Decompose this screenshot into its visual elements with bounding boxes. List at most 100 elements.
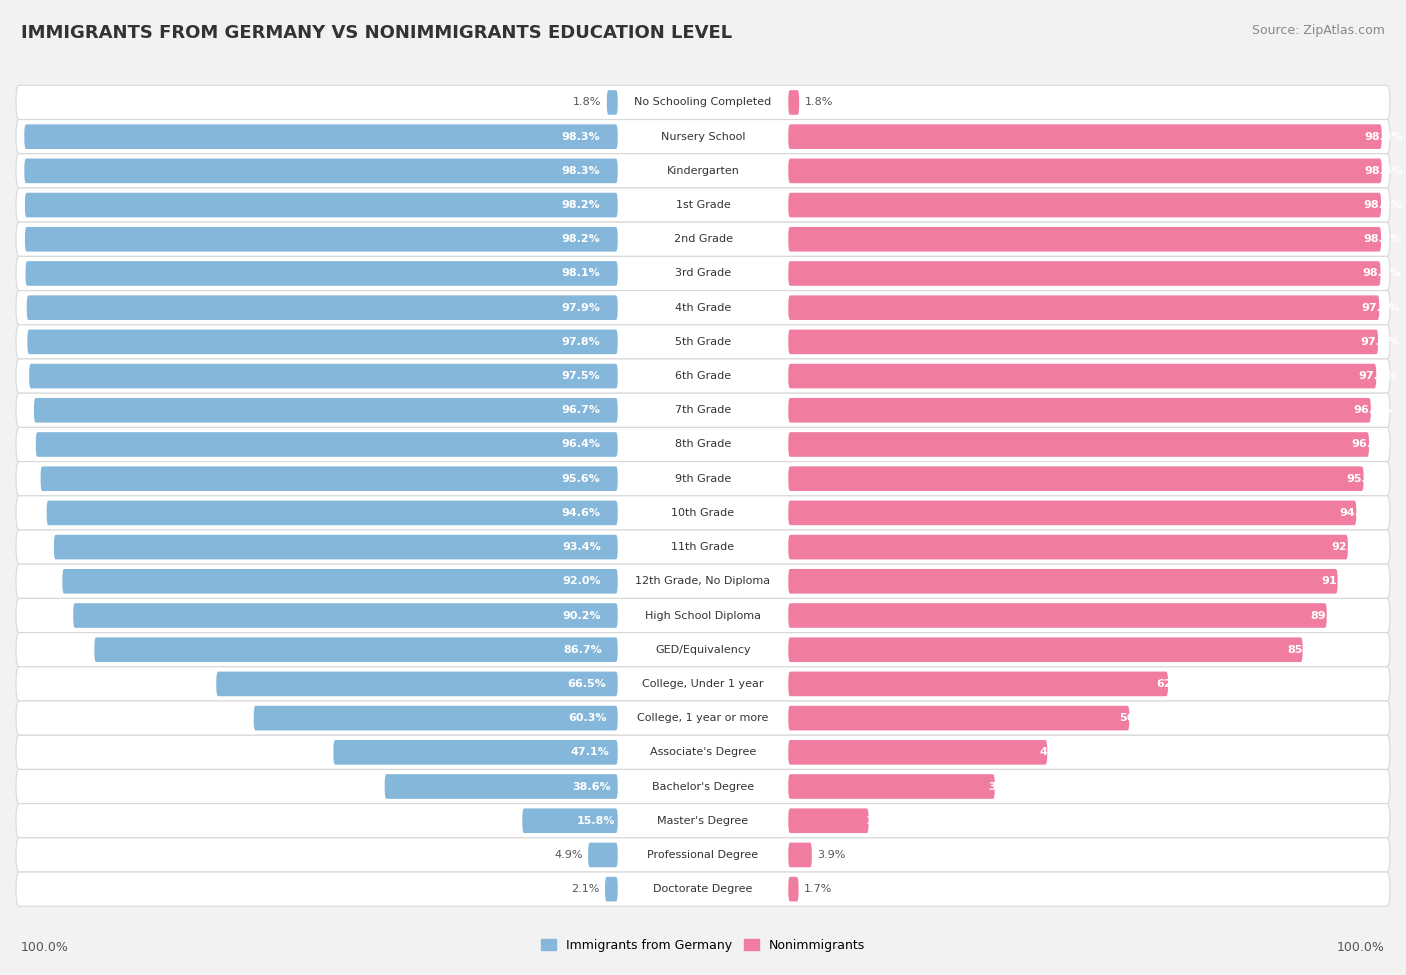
Text: 47.1%: 47.1% bbox=[571, 747, 609, 758]
Legend: Immigrants from Germany, Nonimmigrants: Immigrants from Germany, Nonimmigrants bbox=[536, 934, 870, 956]
Text: 9th Grade: 9th Grade bbox=[675, 474, 731, 484]
Text: 89.2%: 89.2% bbox=[1310, 610, 1350, 620]
Text: 97.8%: 97.8% bbox=[561, 337, 600, 347]
Text: Doctorate Degree: Doctorate Degree bbox=[654, 884, 752, 894]
Text: 98.3%: 98.3% bbox=[561, 166, 600, 175]
Text: 60.3%: 60.3% bbox=[568, 713, 607, 723]
Text: High School Diploma: High School Diploma bbox=[645, 610, 761, 620]
Text: 98.2%: 98.2% bbox=[561, 234, 600, 245]
FancyBboxPatch shape bbox=[15, 769, 1391, 803]
FancyBboxPatch shape bbox=[35, 432, 617, 457]
Text: Associate's Degree: Associate's Degree bbox=[650, 747, 756, 758]
FancyBboxPatch shape bbox=[15, 222, 1391, 256]
Text: 98.2%: 98.2% bbox=[1364, 200, 1402, 210]
FancyBboxPatch shape bbox=[789, 500, 1357, 526]
FancyBboxPatch shape bbox=[27, 295, 617, 320]
FancyBboxPatch shape bbox=[605, 877, 617, 902]
FancyBboxPatch shape bbox=[789, 125, 1382, 149]
FancyBboxPatch shape bbox=[789, 330, 1378, 354]
Text: 98.2%: 98.2% bbox=[1364, 234, 1402, 245]
Text: 97.9%: 97.9% bbox=[561, 302, 600, 313]
FancyBboxPatch shape bbox=[15, 872, 1391, 906]
Text: Professional Degree: Professional Degree bbox=[647, 850, 759, 860]
Text: 98.3%: 98.3% bbox=[561, 132, 600, 141]
Text: IMMIGRANTS FROM GERMANY VS NONIMMIGRANTS EDUCATION LEVEL: IMMIGRANTS FROM GERMANY VS NONIMMIGRANTS… bbox=[21, 24, 733, 42]
Text: 100.0%: 100.0% bbox=[21, 941, 69, 954]
Text: 96.2%: 96.2% bbox=[1351, 440, 1391, 449]
Text: 91.0%: 91.0% bbox=[1322, 576, 1360, 586]
FancyBboxPatch shape bbox=[789, 672, 1168, 696]
Text: 98.1%: 98.1% bbox=[1362, 268, 1402, 279]
FancyBboxPatch shape bbox=[15, 565, 1391, 599]
Text: 4th Grade: 4th Grade bbox=[675, 302, 731, 313]
FancyBboxPatch shape bbox=[53, 534, 617, 560]
Text: 38.6%: 38.6% bbox=[572, 782, 610, 792]
Text: 98.2%: 98.2% bbox=[561, 200, 600, 210]
Text: 94.6%: 94.6% bbox=[561, 508, 600, 518]
FancyBboxPatch shape bbox=[789, 432, 1369, 457]
FancyBboxPatch shape bbox=[15, 633, 1391, 667]
Text: 86.7%: 86.7% bbox=[564, 644, 602, 654]
FancyBboxPatch shape bbox=[15, 291, 1391, 325]
Text: 66.5%: 66.5% bbox=[567, 679, 606, 689]
Text: College, 1 year or more: College, 1 year or more bbox=[637, 713, 769, 723]
FancyBboxPatch shape bbox=[15, 325, 1391, 359]
Text: 96.7%: 96.7% bbox=[561, 406, 600, 415]
Text: 95.6%: 95.6% bbox=[561, 474, 600, 484]
FancyBboxPatch shape bbox=[789, 740, 1047, 764]
Text: 3.9%: 3.9% bbox=[817, 850, 845, 860]
FancyBboxPatch shape bbox=[217, 672, 617, 696]
Text: 5th Grade: 5th Grade bbox=[675, 337, 731, 347]
Text: 62.9%: 62.9% bbox=[1157, 679, 1195, 689]
FancyBboxPatch shape bbox=[789, 227, 1381, 252]
Text: 4.9%: 4.9% bbox=[554, 850, 583, 860]
FancyBboxPatch shape bbox=[15, 735, 1391, 769]
FancyBboxPatch shape bbox=[789, 638, 1302, 662]
Text: 92.0%: 92.0% bbox=[562, 576, 600, 586]
Text: 3rd Grade: 3rd Grade bbox=[675, 268, 731, 279]
FancyBboxPatch shape bbox=[34, 398, 617, 422]
Text: 56.5%: 56.5% bbox=[1119, 713, 1157, 723]
Text: 11th Grade: 11th Grade bbox=[672, 542, 734, 552]
Text: 6th Grade: 6th Grade bbox=[675, 371, 731, 381]
Text: 98.3%: 98.3% bbox=[1364, 166, 1403, 175]
FancyBboxPatch shape bbox=[73, 604, 617, 628]
FancyBboxPatch shape bbox=[385, 774, 617, 799]
Text: 1.8%: 1.8% bbox=[574, 98, 602, 107]
Text: 98.3%: 98.3% bbox=[1364, 132, 1403, 141]
Text: No Schooling Completed: No Schooling Completed bbox=[634, 98, 772, 107]
FancyBboxPatch shape bbox=[15, 120, 1391, 154]
Text: 7th Grade: 7th Grade bbox=[675, 406, 731, 415]
FancyBboxPatch shape bbox=[15, 599, 1391, 633]
FancyBboxPatch shape bbox=[15, 530, 1391, 565]
FancyBboxPatch shape bbox=[15, 667, 1391, 701]
FancyBboxPatch shape bbox=[24, 159, 617, 183]
Text: 97.7%: 97.7% bbox=[1361, 337, 1399, 347]
FancyBboxPatch shape bbox=[15, 359, 1391, 393]
Text: Master's Degree: Master's Degree bbox=[658, 816, 748, 826]
FancyBboxPatch shape bbox=[789, 90, 799, 115]
Text: Kindergarten: Kindergarten bbox=[666, 166, 740, 175]
Text: 10th Grade: 10th Grade bbox=[672, 508, 734, 518]
Text: College, Under 1 year: College, Under 1 year bbox=[643, 679, 763, 689]
Text: GED/Equivalency: GED/Equivalency bbox=[655, 644, 751, 654]
Text: 93.4%: 93.4% bbox=[562, 542, 600, 552]
Text: 96.4%: 96.4% bbox=[561, 440, 600, 449]
FancyBboxPatch shape bbox=[607, 90, 617, 115]
Text: 34.2%: 34.2% bbox=[988, 782, 1028, 792]
FancyBboxPatch shape bbox=[30, 364, 617, 388]
FancyBboxPatch shape bbox=[15, 256, 1391, 291]
Text: 15.8%: 15.8% bbox=[576, 816, 614, 826]
FancyBboxPatch shape bbox=[15, 188, 1391, 222]
FancyBboxPatch shape bbox=[15, 393, 1391, 427]
Text: 1.8%: 1.8% bbox=[804, 98, 832, 107]
FancyBboxPatch shape bbox=[789, 706, 1129, 730]
FancyBboxPatch shape bbox=[94, 638, 617, 662]
FancyBboxPatch shape bbox=[25, 261, 617, 286]
FancyBboxPatch shape bbox=[789, 877, 799, 902]
FancyBboxPatch shape bbox=[25, 227, 617, 252]
FancyBboxPatch shape bbox=[15, 461, 1391, 496]
Text: 100.0%: 100.0% bbox=[1337, 941, 1385, 954]
FancyBboxPatch shape bbox=[41, 466, 617, 491]
FancyBboxPatch shape bbox=[789, 842, 811, 867]
